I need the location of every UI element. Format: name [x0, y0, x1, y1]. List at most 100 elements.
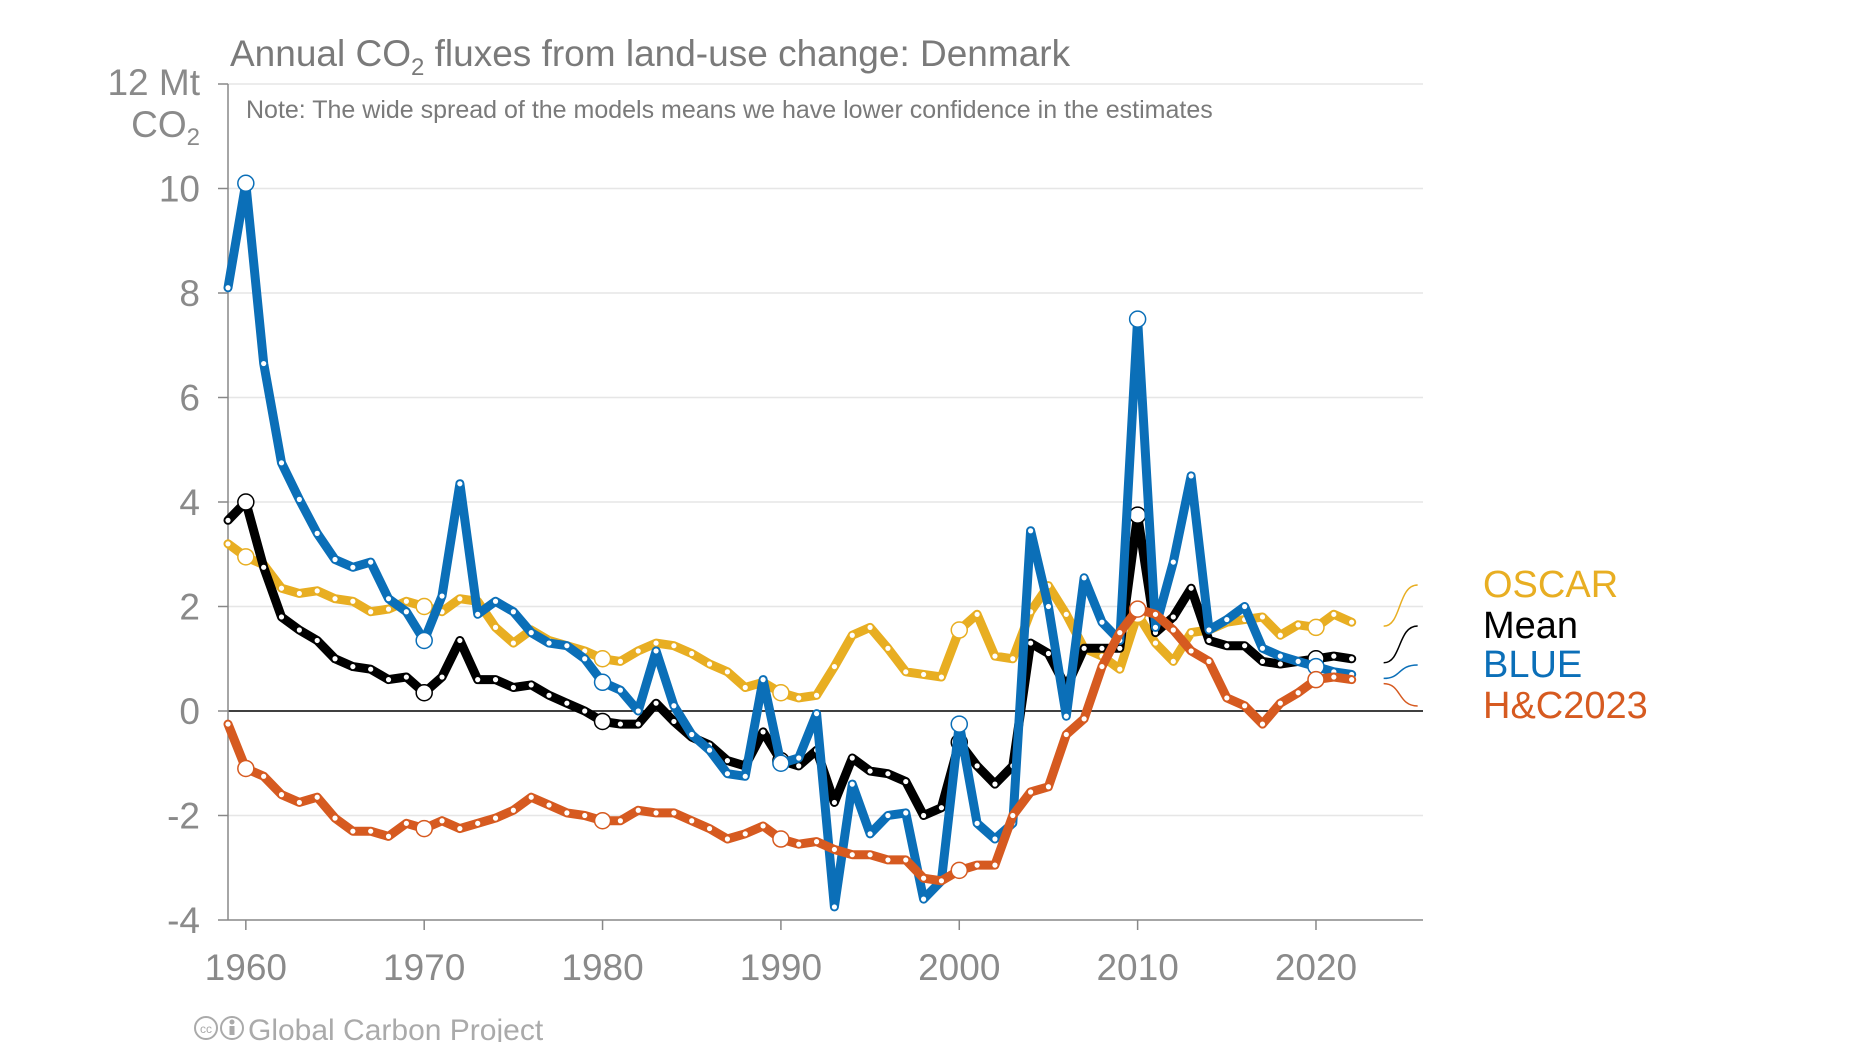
data-point-oscar: [350, 598, 356, 604]
data-point-h-c2023: [237, 759, 255, 778]
series-line-mean: [223, 497, 1357, 820]
data-point-oscar: [796, 695, 802, 701]
data-point-blue: [1063, 713, 1069, 719]
x-tick-label: 1970: [383, 947, 465, 988]
data-point-oscar: [671, 643, 677, 649]
data-point-blue: [415, 631, 433, 650]
data-point-mean: [635, 721, 641, 727]
data-point-h-c2023: [546, 802, 552, 808]
data-point-h-c2023: [510, 807, 516, 813]
data-point-mean: [1349, 656, 1355, 662]
data-point-mean: [1188, 585, 1194, 591]
data-point-blue: [261, 360, 267, 367]
data-point-mean: [332, 656, 338, 662]
data-point-blue: [350, 564, 356, 570]
data-point-mean: [653, 700, 659, 706]
data-point-mean: [582, 708, 588, 714]
data-point-h-c2023: [564, 810, 570, 816]
data-point-h-c2023: [314, 794, 320, 800]
credit-text: Global Carbon Project: [248, 1014, 544, 1042]
y-unit-label-sub: 2: [187, 124, 200, 151]
data-point-blue: [1170, 559, 1176, 565]
y-tick-label: 8: [179, 273, 200, 314]
data-point-blue: [439, 593, 445, 599]
x-tick-label: 2020: [1275, 947, 1357, 988]
data-point-oscar: [582, 648, 588, 654]
data-point-h-c2023: [403, 820, 409, 826]
data-point-blue: [706, 747, 713, 753]
data-point-h-c2023: [760, 823, 766, 829]
data-point-oscar: [1063, 611, 1069, 617]
data-point-mean: [296, 627, 302, 633]
data-point-blue: [772, 754, 790, 772]
x-axis: 1960 1970 1980 1990 2000 2010 2020: [205, 919, 1423, 988]
y-tick-label: 4: [179, 482, 200, 523]
legend-label-h-c2023: H&C2023: [1483, 685, 1648, 727]
data-point-mean: [849, 755, 855, 761]
data-point-mean: [385, 677, 392, 683]
data-point-h-c2023: [724, 836, 731, 842]
data-point-oscar: [813, 692, 820, 698]
data-point-mean: [1331, 653, 1337, 659]
data-point-h-c2023: [796, 841, 802, 847]
data-point-h-c2023: [582, 812, 588, 819]
data-point-mean: [237, 493, 255, 511]
data-point-oscar: [920, 671, 927, 678]
data-point-mean: [796, 763, 802, 769]
series-lines: [223, 174, 1357, 912]
data-point-h-c2023: [368, 828, 374, 834]
data-point-h-c2023: [593, 811, 612, 830]
data-point-blue: [1295, 658, 1301, 664]
data-point-mean: [350, 663, 356, 670]
data-point-oscar: [385, 606, 392, 612]
data-point-mean: [1206, 637, 1212, 644]
data-point-blue: [903, 810, 909, 816]
data-point-h-c2023: [831, 846, 838, 853]
credit: cc Global Carbon Project: [194, 1014, 544, 1042]
data-point-h-c2023: [1295, 690, 1301, 696]
data-point-blue: [1242, 603, 1248, 610]
data-point-blue: [564, 643, 570, 649]
data-point-mean: [278, 614, 285, 620]
data-point-h-c2023: [706, 825, 713, 832]
data-point-oscar: [1277, 632, 1283, 638]
data-point-blue: [1028, 528, 1034, 534]
data-point-blue: [457, 481, 463, 487]
x-tick-label: 1980: [561, 947, 643, 988]
data-point-mean: [261, 564, 267, 570]
data-point-mean: [1099, 645, 1105, 651]
legend-label-oscar: OSCAR: [1483, 564, 1618, 606]
data-point-h-c2023: [867, 852, 873, 858]
data-point-mean: [1224, 643, 1230, 649]
data-point-blue: [849, 781, 855, 787]
data-point-oscar: [403, 598, 409, 604]
data-point-blue: [314, 530, 320, 536]
legend-connector-oscar: [1383, 584, 1418, 627]
data-point-mean: [992, 781, 998, 787]
legend-label-blue: BLUE: [1483, 644, 1582, 686]
data-point-h-c2023: [1152, 611, 1159, 617]
data-point-oscar: [1331, 611, 1337, 617]
y-tick-label: 6: [179, 378, 200, 419]
svg-text:cc: cc: [200, 1022, 212, 1036]
data-point-oscar: [706, 661, 713, 667]
data-point-oscar: [237, 548, 255, 566]
data-point-mean: [457, 637, 463, 644]
x-tick-label: 1960: [205, 947, 287, 988]
y-unit-label-line2: CO2: [131, 104, 200, 151]
data-point-h-c2023: [457, 825, 463, 832]
data-point-blue: [528, 630, 534, 636]
data-point-blue: [332, 556, 338, 563]
data-point-h-c2023: [1188, 648, 1194, 654]
data-point-oscar: [492, 624, 499, 631]
data-point-blue: [796, 755, 802, 761]
legend-connector-mean: [1383, 625, 1418, 664]
data-point-mean: [617, 721, 623, 727]
chart-title: Annual CO2 fluxes from land-use change: …: [230, 33, 1071, 81]
data-point-blue: [368, 559, 374, 565]
data-point-blue: [385, 596, 392, 602]
data-point-oscar: [593, 650, 612, 668]
data-point-mean: [885, 771, 891, 777]
data-point-blue: [1206, 627, 1212, 633]
